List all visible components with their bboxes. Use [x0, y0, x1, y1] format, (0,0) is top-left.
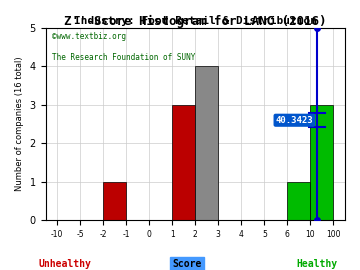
Text: 40.3423: 40.3423: [276, 116, 313, 125]
Y-axis label: Number of companies (16 total): Number of companies (16 total): [15, 57, 24, 191]
Text: The Research Foundation of SUNY: The Research Foundation of SUNY: [51, 53, 195, 62]
Bar: [287, 182, 310, 220]
Bar: [103, 182, 126, 220]
Text: ©www.textbiz.org: ©www.textbiz.org: [51, 32, 126, 41]
Text: Industry: Food Retail & Distribution: Industry: Food Retail & Distribution: [74, 16, 317, 26]
Bar: [310, 105, 333, 220]
Bar: [195, 66, 218, 220]
Text: Healthy: Healthy: [296, 259, 337, 269]
Text: Unhealthy: Unhealthy: [39, 259, 91, 269]
Text: Score: Score: [172, 259, 202, 269]
Title: Z''-Score Histogram for LANC (2016): Z''-Score Histogram for LANC (2016): [64, 15, 327, 28]
Bar: [172, 105, 195, 220]
